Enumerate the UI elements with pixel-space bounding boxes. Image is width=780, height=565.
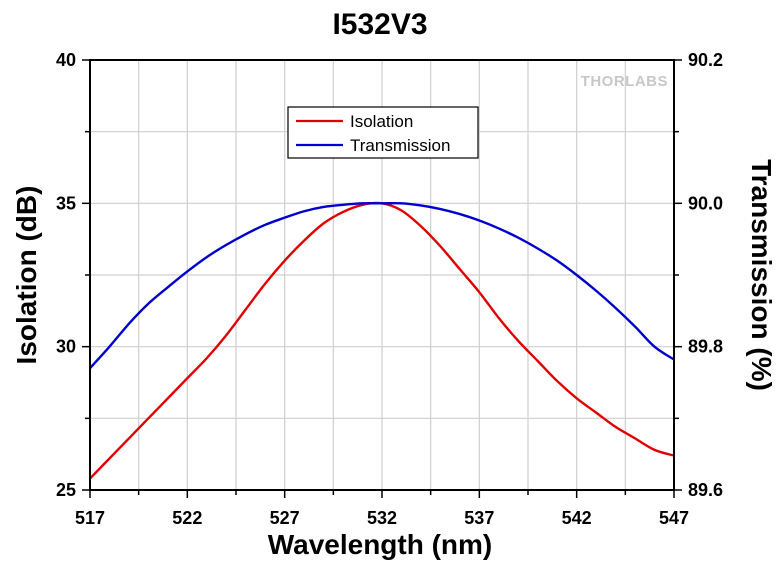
series-line-transmission [89, 201, 675, 369]
legend-label-transmission: Transmission [350, 136, 450, 155]
y-right-tick-label: 90.2 [688, 50, 723, 70]
x-tick-label: 532 [367, 508, 397, 528]
x-tick-label: 537 [464, 508, 494, 528]
series-group [89, 201, 675, 480]
logo-text: THORLABS [581, 73, 668, 90]
x-tick-label: 547 [659, 508, 689, 528]
legend: Isolation Transmission [287, 106, 479, 159]
tick-labels: 517 522 527 532 537 542 547 25 30 35 40 89.6 89.8 90.… [56, 50, 723, 528]
y-axis-right-label: Transmission (%) [746, 159, 777, 391]
ticks [82, 59, 682, 498]
y-right-tick-label: 89.8 [688, 337, 723, 357]
y-axis-left-label: Isolation (dB) [11, 186, 42, 365]
y-right-tick-label: 89.6 [688, 480, 723, 500]
x-tick-label: 527 [270, 508, 300, 528]
x-tick-label: 522 [172, 508, 202, 528]
y-left-tick-label: 40 [56, 50, 76, 70]
x-tick-label: 517 [75, 508, 105, 528]
y-left-tick-label: 25 [56, 480, 76, 500]
x-tick-label: 542 [562, 508, 592, 528]
chart-title: I532V3 [332, 8, 427, 41]
x-axis-label: Wavelength (nm) [268, 529, 493, 560]
thorlabs-logo: THORLABS [581, 73, 668, 90]
legend-label-isolation: Isolation [350, 112, 413, 131]
y-left-tick-label: 35 [56, 193, 76, 213]
y-right-tick-label: 90.0 [688, 193, 723, 213]
y-left-tick-label: 30 [56, 337, 76, 357]
legend-box [287, 106, 479, 159]
